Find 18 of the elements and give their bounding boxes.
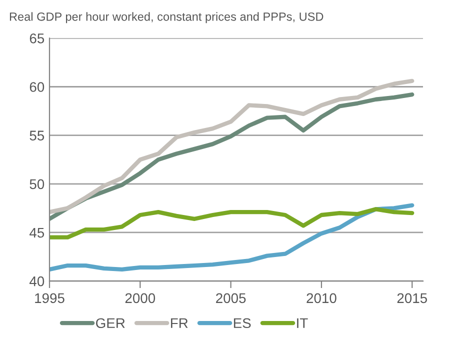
legend-label: GER bbox=[96, 318, 125, 328]
y-tick-label: 45 bbox=[30, 228, 44, 238]
x-tick-label: 2005 bbox=[216, 293, 246, 304]
y-tick-label: 55 bbox=[30, 130, 44, 140]
x-tick-label: 2000 bbox=[125, 293, 156, 304]
y-tick-label: 50 bbox=[30, 179, 44, 190]
legend-label: ES bbox=[234, 318, 251, 328]
line-series bbox=[50, 207, 414, 240]
y-tick-label: 65 bbox=[30, 34, 44, 44]
chart-title: Real GDP per hour worked, constant prices and PPPs, USD bbox=[10, 12, 324, 24]
x-tick-label: 2010 bbox=[306, 293, 336, 304]
x-tick-label: 2015 bbox=[397, 293, 427, 304]
y-tick-label: 60 bbox=[30, 82, 44, 92]
legend-label: IT bbox=[297, 318, 308, 328]
line-series bbox=[50, 203, 414, 272]
y-tick-label: 40 bbox=[30, 276, 44, 286]
x-tick-label: 1995 bbox=[35, 293, 64, 304]
legend-label: FR bbox=[171, 318, 188, 328]
